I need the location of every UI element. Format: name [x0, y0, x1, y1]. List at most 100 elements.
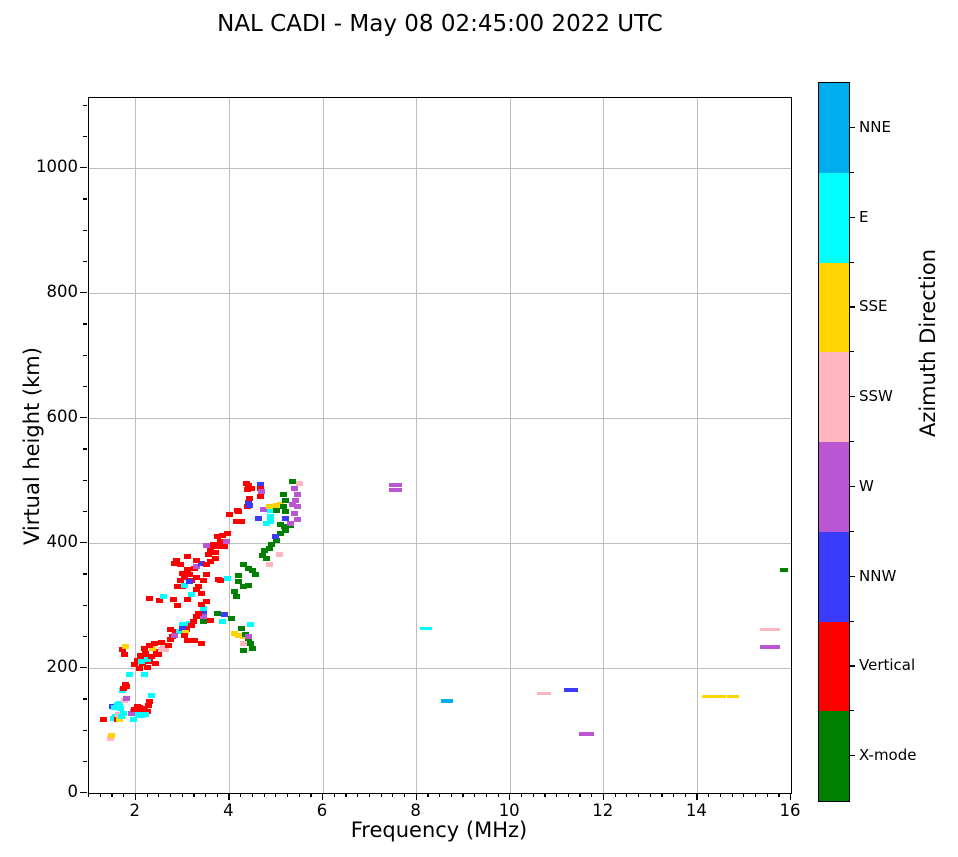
colorbar-tick-X-mode [850, 755, 855, 757]
x-minor-tick-14.50 [719, 793, 722, 797]
data-point-SSW [759, 628, 780, 632]
data-point-X [230, 589, 238, 595]
data-point-V [225, 512, 233, 518]
colorbar-boundary-tick-2 [850, 261, 854, 263]
data-point-V [143, 664, 151, 670]
data-point-V [197, 640, 205, 646]
data-point-NNW [282, 515, 290, 521]
x-major-tick-12.00 [602, 793, 605, 800]
x-minor-tick-11.00 [556, 793, 558, 797]
x-minor-tick-5.50 [298, 793, 300, 797]
data-point-W [222, 538, 230, 544]
x-minor-tick-4.75 [263, 793, 265, 797]
data-point-X [268, 541, 276, 547]
data-point-V [121, 651, 129, 657]
colorbar-label: Azimuth Direction [916, 248, 940, 438]
data-point-X [244, 583, 252, 588]
data-point-V [197, 590, 205, 596]
data-point-E [200, 605, 208, 611]
data-point-V [247, 485, 255, 491]
y-minor-tick-350 [83, 573, 87, 575]
colorbar-tick-E [850, 216, 855, 218]
data-point-V [122, 684, 130, 690]
x-tick-label-12: 12 [592, 801, 614, 820]
x-minor-tick-5.00 [275, 793, 277, 797]
x-minor-tick-10.50 [532, 793, 534, 797]
x-major-tick-8.00 [415, 793, 417, 800]
data-point-SSW [157, 646, 165, 652]
data-point-E [218, 619, 226, 625]
data-point-X [779, 567, 788, 572]
data-point-V [143, 708, 151, 714]
colorbar-boundary-tick-4 [850, 441, 854, 443]
y-tick-label-800: 800 [46, 282, 79, 301]
data-point-X [244, 565, 252, 571]
data-point-V [176, 578, 184, 583]
data-point-NNW [271, 534, 279, 540]
data-point-X [272, 508, 280, 513]
data-point-V [193, 558, 201, 563]
gridline-x-16 [790, 98, 791, 793]
colorbar-boundary-tick-3 [850, 351, 854, 353]
data-point-E [147, 693, 155, 698]
x-minor-tick-3.50 [205, 793, 207, 797]
data-point-E [181, 583, 189, 588]
data-point-NNW [564, 687, 579, 692]
y-tick-label-200: 200 [46, 657, 79, 676]
data-point-E [160, 593, 168, 599]
data-point-X [249, 568, 257, 573]
data-point-V [195, 610, 202, 616]
y-major-tick-0 [80, 792, 87, 794]
y-minor-tick-1100 [83, 104, 87, 106]
data-point-NNW [221, 611, 229, 617]
x-minor-tick-12.25 [614, 793, 616, 797]
data-point-SSE [148, 646, 156, 652]
data-point-V [183, 638, 191, 643]
colorbar-tick-label-E: E [859, 207, 869, 226]
x-minor-tick-6.50 [345, 793, 347, 797]
y-minor-tick-250 [83, 635, 87, 638]
gridline-y-400 [89, 542, 791, 544]
data-point-V [155, 598, 163, 603]
x-minor-tick-8.75 [450, 793, 452, 797]
data-point-X [246, 640, 254, 646]
data-point-V [136, 653, 144, 658]
data-point-V [183, 626, 191, 632]
data-point-V [141, 645, 149, 651]
x-minor-tick-7.00 [368, 793, 371, 797]
data-point-SSW [162, 647, 170, 653]
data-point-SSE [272, 503, 280, 508]
x-major-tick-16.00 [790, 793, 792, 800]
data-point-W [389, 482, 403, 487]
data-point-W [200, 614, 208, 620]
y-minor-tick-650 [83, 385, 87, 388]
x-minor-tick-11.75 [591, 793, 593, 797]
x-minor-tick-8.50 [439, 793, 441, 797]
data-point-W [578, 732, 594, 737]
x-tick-label-2: 2 [129, 801, 141, 820]
data-point-V [190, 638, 198, 643]
data-point-V [218, 533, 226, 538]
data-point-X [200, 619, 208, 625]
data-point-V [157, 639, 165, 645]
data-point-NNW [200, 609, 208, 615]
x-major-tick-6.00 [322, 793, 324, 800]
data-point-W [291, 510, 299, 516]
y-minor-tick-150 [83, 698, 87, 700]
data-point-X [235, 573, 243, 578]
data-point-V [119, 646, 127, 652]
y-minor-tick-900 [83, 229, 87, 231]
data-point-SSW [239, 640, 247, 646]
data-point-E [137, 713, 145, 718]
data-point-V [169, 596, 177, 602]
colorbar-tick-NNW [850, 575, 855, 577]
gridline-y-200 [89, 667, 791, 669]
x-tick-label-14: 14 [685, 801, 707, 820]
data-point-NNE [441, 699, 454, 704]
data-point-V [232, 518, 240, 524]
x-minor-tick-1.50 [111, 793, 113, 797]
gridline-x-4 [228, 98, 230, 793]
y-tick-label-1000: 1000 [36, 157, 78, 176]
x-minor-tick-2.50 [158, 793, 160, 797]
x-minor-tick-6.25 [333, 793, 335, 797]
